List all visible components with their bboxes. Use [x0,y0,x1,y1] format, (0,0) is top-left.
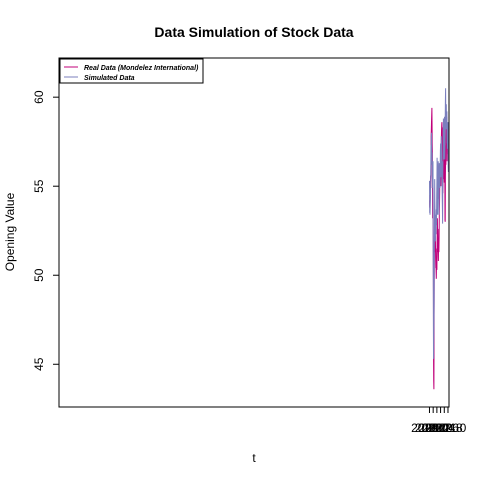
plot-area [429,88,449,390]
x-tick-label: 2020.6 [422,421,459,435]
x-tick-label: 2020.2 [415,421,452,435]
legend-label-simulated: Simulated Data [84,75,135,82]
legend-box [59,58,204,84]
y-axis: 45 50 55 60 [32,90,60,371]
y-tick-label: 60 [32,90,46,104]
x-axis-label: t [252,451,256,465]
y-axis-label: Opening Value [3,192,17,271]
series-line-simulated-data [429,88,449,359]
chart-title: Data Simulation of Stock Data [154,24,353,40]
x-tick-label: 2020.0 [411,421,448,435]
y-tick-label: 50 [32,268,46,282]
y-tick-label: 45 [32,357,46,371]
series-line-real-data [429,107,449,390]
x-tick-label: 2020.8 [426,421,463,435]
y-tick-label: 55 [32,179,46,193]
legend: Real Data (Mondelez International) Simul… [59,58,204,84]
x-tick-label: 2021.0 [430,421,467,435]
legend-label-real: Real Data (Mondelez International) [84,65,199,72]
x-tick-label: 2020.4 [419,421,456,435]
